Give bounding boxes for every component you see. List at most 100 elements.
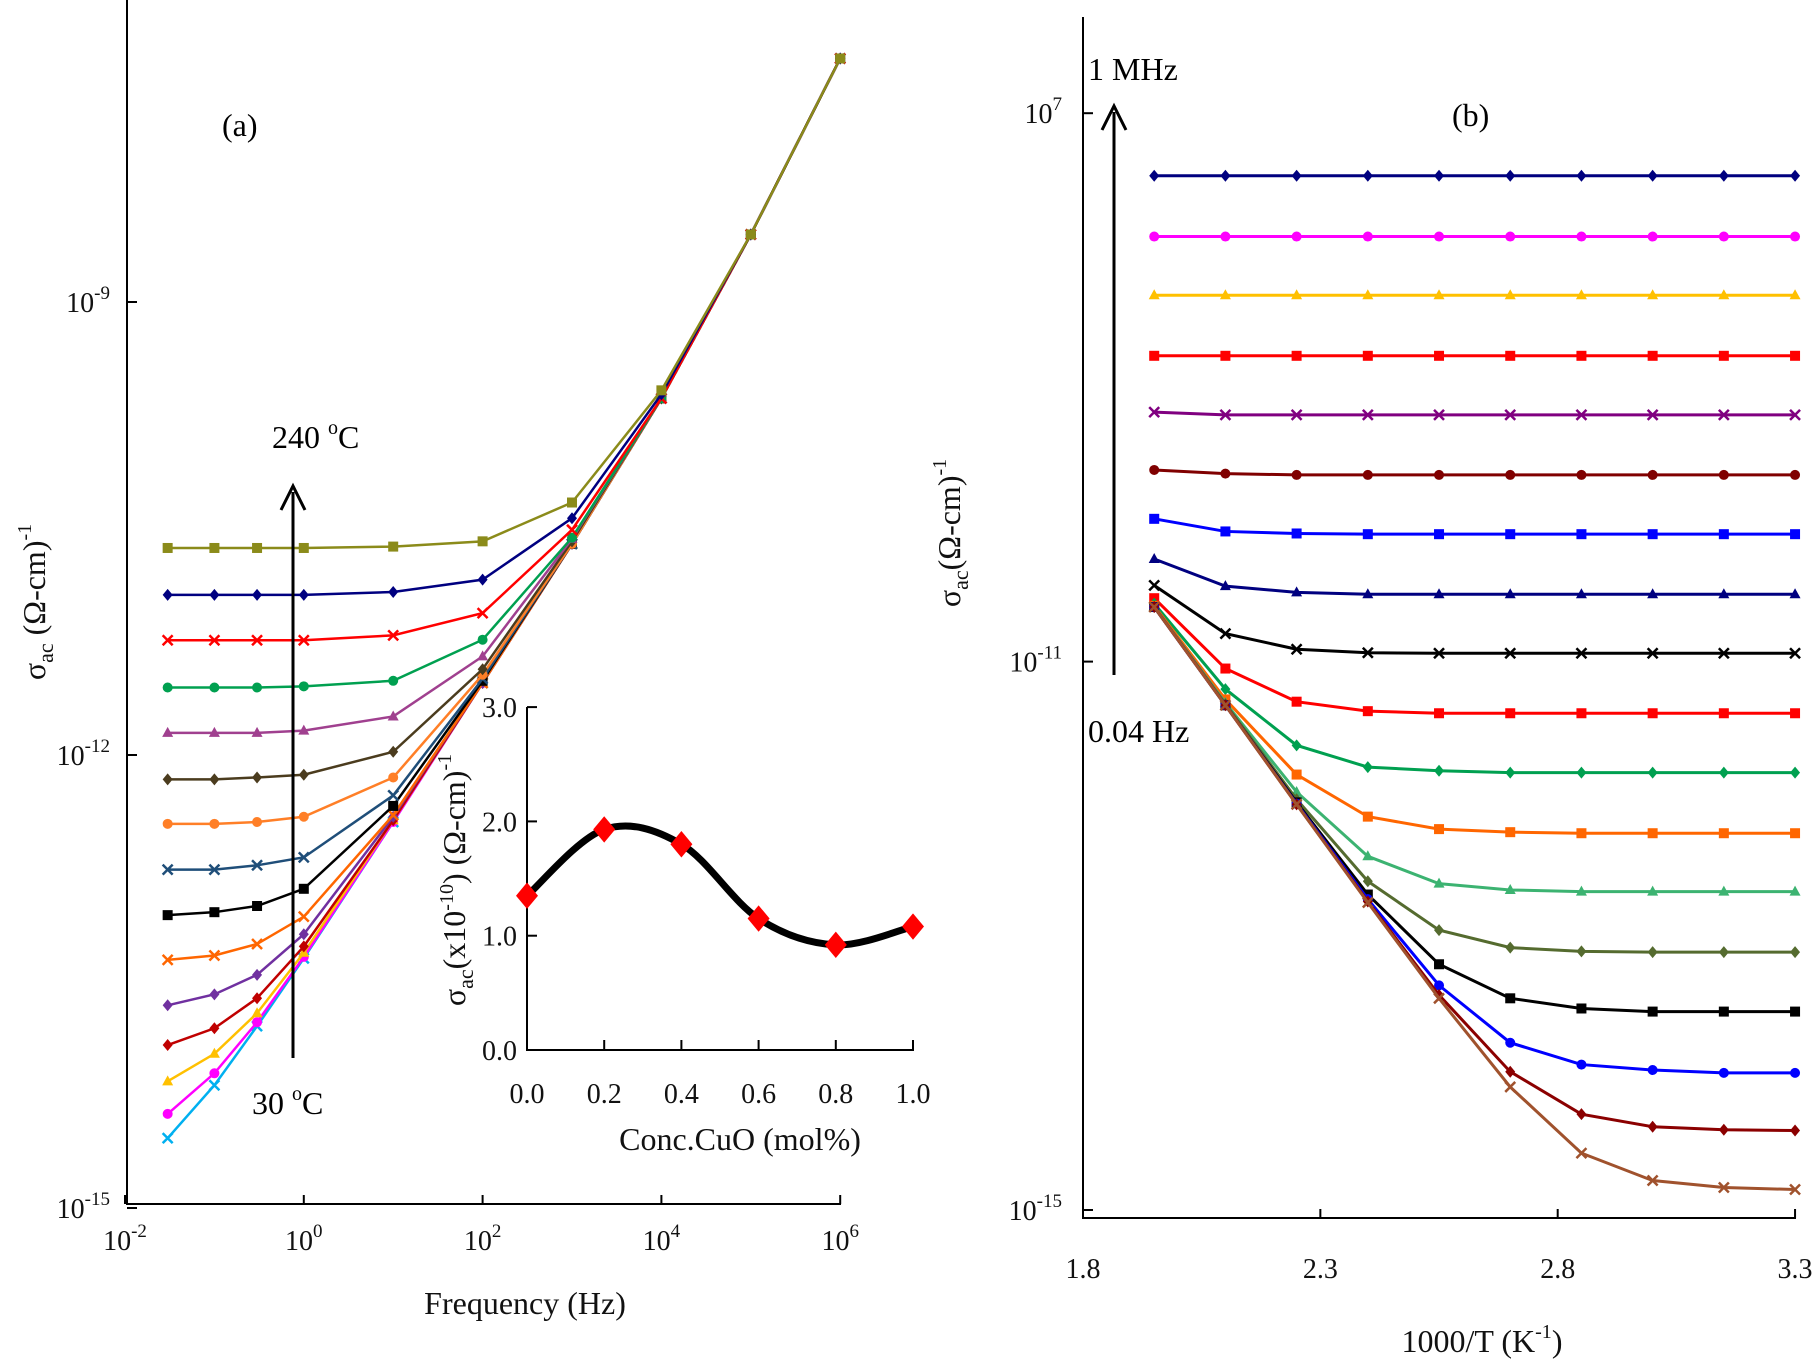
panel-b-data-point bbox=[1575, 1147, 1588, 1159]
panel-b: 1.8 2.3 2.8 3.3 10-15 10-11 107 (b) 1000/T (K-… bbox=[929, 17, 1813, 1359]
panel-a-data-point bbox=[208, 863, 221, 876]
panel-b-x-tick-label: 2.3 bbox=[1303, 1254, 1338, 1285]
panel-b-data-point bbox=[1504, 883, 1516, 894]
panel-a-y-tick-label: 10-12 bbox=[57, 736, 110, 772]
panel-b-data-point bbox=[1433, 647, 1445, 660]
panel-a-data-point bbox=[297, 634, 310, 647]
panel-a-data-point bbox=[656, 385, 667, 396]
panel-b-data-point bbox=[1575, 647, 1588, 660]
panel-b-data-point bbox=[1505, 708, 1516, 719]
panel-b-data-point bbox=[1149, 350, 1160, 361]
inset-data-point bbox=[747, 905, 770, 932]
panel-b-data-point bbox=[1647, 588, 1659, 599]
inset-y-tick-label: 3.0 bbox=[482, 693, 517, 724]
panel-b-series bbox=[1149, 597, 1801, 779]
panel-a-y-label: σac (Ω-cm)-1 bbox=[14, 524, 58, 680]
panel-a-data-point bbox=[298, 811, 309, 822]
panel-a-series bbox=[161, 52, 847, 1145]
panel-b-data-point bbox=[1504, 1081, 1517, 1093]
panel-a-data-point bbox=[162, 726, 174, 737]
inset-y-tick-label: 0.0 bbox=[482, 1036, 517, 1067]
annotation-30c: 30 oC bbox=[252, 1083, 323, 1121]
panel-a-label: (a) bbox=[222, 107, 258, 143]
panel-a-data-point bbox=[567, 497, 577, 508]
panel-b-data-point bbox=[1219, 627, 1232, 640]
panel-b-data-point bbox=[1718, 529, 1729, 540]
panel-a-data-point bbox=[251, 634, 263, 647]
panel-a-x-tick-label: 106 bbox=[821, 1221, 859, 1257]
panel-b-data-point bbox=[1291, 289, 1303, 300]
panel-b-x-tick-label: 3.3 bbox=[1778, 1254, 1813, 1285]
inset-x-tick-label: 0.4 bbox=[664, 1079, 699, 1110]
panel-a-data-point bbox=[298, 883, 309, 894]
panel-b-series-line bbox=[1153, 597, 1796, 715]
panel-b-data-point bbox=[1291, 739, 1302, 752]
panel-b-data-point bbox=[1718, 1123, 1729, 1136]
panel-a-data-point bbox=[208, 1047, 220, 1058]
panel-b-data-point bbox=[1291, 528, 1302, 539]
panel-b-data-point bbox=[1790, 708, 1801, 719]
panel-b-series bbox=[1149, 169, 1801, 182]
annotation-240c: 240 oC bbox=[272, 417, 359, 455]
panel-b-data-point bbox=[1434, 959, 1445, 970]
inset-x-tick-label: 0.8 bbox=[818, 1079, 853, 1110]
panel-a: 10-2 100 102 104 106 10-15 10-12 10-9 (a) Frequ… bbox=[14, 0, 859, 1321]
panel-a-data-point bbox=[297, 851, 310, 864]
panel-b-data-point bbox=[1291, 350, 1302, 361]
panel-b-series bbox=[1148, 601, 1801, 1196]
panel-a-data-point bbox=[477, 650, 489, 661]
panel-b-series bbox=[1148, 601, 1801, 896]
panel-b-data-point bbox=[1434, 708, 1445, 719]
panel-a-data-point bbox=[162, 1039, 173, 1052]
panel-b-series bbox=[1149, 602, 1801, 1017]
panel-b-data-point bbox=[1434, 469, 1445, 480]
panel-a-data-point bbox=[477, 536, 488, 547]
panel-a-series-line bbox=[167, 57, 842, 781]
panel-a-data-point bbox=[298, 588, 309, 601]
panel-a-data-point bbox=[162, 818, 173, 829]
panel-b-data-point bbox=[1789, 588, 1801, 599]
panel-b-data-point bbox=[1505, 941, 1516, 954]
panel-a-data-point bbox=[209, 542, 220, 553]
panel-a-data-point bbox=[388, 541, 399, 552]
panel-b-data-point bbox=[1576, 469, 1587, 480]
panel-b-data-point bbox=[1290, 409, 1303, 421]
panel-b-data-point bbox=[1291, 231, 1302, 242]
panel-b-data-point bbox=[1576, 231, 1587, 242]
panel-b-data-point bbox=[1718, 169, 1729, 182]
panel-a-y-tick-label: 10-9 bbox=[66, 283, 110, 319]
panel-b-data-point bbox=[1505, 827, 1516, 838]
panel-b-data-point bbox=[1291, 696, 1302, 707]
panel-b-data-point bbox=[1718, 708, 1729, 719]
panel-b-series bbox=[1149, 513, 1801, 540]
inset-chart: 0.0 0.2 0.4 0.6 0.8 1.0 0.0 1.0 2.0 3.0 Conc.CuO … bbox=[434, 693, 931, 1157]
panel-a-data-point bbox=[252, 682, 263, 693]
panel-b-data-point bbox=[1504, 409, 1517, 421]
panel-b-data-point bbox=[1576, 766, 1587, 779]
panel-a-series-line bbox=[167, 57, 842, 597]
panel-b-data-point bbox=[1148, 289, 1160, 300]
panel-a-data-point bbox=[252, 542, 263, 553]
panel-a-data-point bbox=[208, 634, 221, 647]
panel-a-data-point bbox=[298, 542, 309, 553]
panel-b-data-point bbox=[1434, 824, 1445, 835]
panel-b-data-point bbox=[1220, 169, 1231, 182]
panel-b-data-point bbox=[1789, 647, 1801, 660]
temperature-arrow-head bbox=[279, 482, 307, 511]
panel-b-data-point bbox=[1290, 643, 1303, 656]
panel-b-data-point bbox=[1362, 588, 1374, 599]
panel-b-y-label: σac(Ω-cm)-1 bbox=[929, 459, 973, 607]
panel-a-data-point bbox=[251, 859, 263, 872]
panel-b-data-point bbox=[1434, 169, 1445, 182]
panel-b-data-point bbox=[1505, 1037, 1516, 1048]
panel-b-series-line bbox=[1153, 517, 1796, 536]
inset-data-point bbox=[902, 913, 924, 940]
panel-a-data-point bbox=[298, 724, 310, 735]
inset-x-tick-label: 1.0 bbox=[896, 1079, 931, 1110]
panel-a-data-point bbox=[251, 726, 263, 737]
panel-b-data-point bbox=[1291, 769, 1302, 780]
panel-b-data-point bbox=[1505, 231, 1516, 242]
frequency-arrow-head bbox=[1100, 102, 1128, 131]
panel-a-y-tick-label: 10-15 bbox=[57, 1189, 110, 1225]
